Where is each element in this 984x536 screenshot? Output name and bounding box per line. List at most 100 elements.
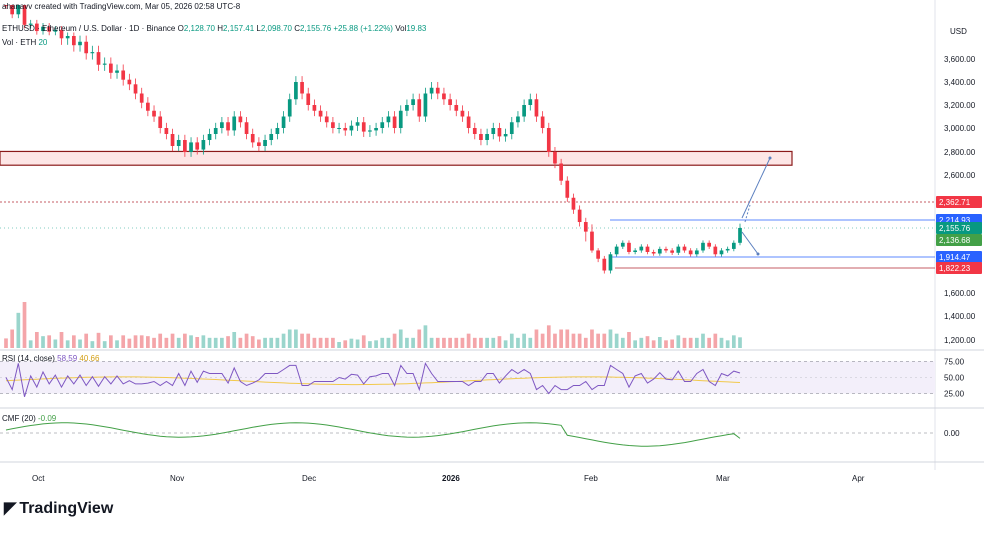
candle-body <box>670 250 675 253</box>
vol-label: Vol <box>395 24 407 33</box>
cmf-legend[interactable]: CMF (20) -0.09 <box>2 414 56 424</box>
volume-bar <box>553 333 557 348</box>
volume-bar <box>719 337 724 348</box>
candle-body <box>479 134 483 140</box>
volume-bar <box>398 329 403 348</box>
projection-dash <box>744 204 751 223</box>
volume-bar <box>250 336 255 348</box>
x-tick-label: Dec <box>302 474 316 483</box>
candle-body <box>398 110 403 128</box>
volume-bar <box>676 335 681 348</box>
volume-bar <box>164 337 169 348</box>
candle-body <box>571 197 576 210</box>
candle-body <box>306 93 311 105</box>
candle-body <box>577 209 582 223</box>
volume-bar <box>559 329 563 348</box>
volume-bar <box>213 337 218 348</box>
volume-bar <box>281 333 286 348</box>
ohlc-c-value: 2,155.76 <box>300 24 332 33</box>
price-tag-bg <box>936 222 982 234</box>
candle-body <box>516 116 520 123</box>
volume-bar <box>516 337 520 348</box>
volume-bar <box>448 337 452 348</box>
candle-body <box>220 122 224 128</box>
volume-bar <box>442 337 446 348</box>
candle-body <box>639 246 644 251</box>
volume-bar <box>472 337 477 348</box>
volume-bar <box>688 337 693 348</box>
candle-body <box>688 250 693 255</box>
volume-bar <box>238 337 243 348</box>
volume-bar <box>614 333 619 348</box>
volume-bar <box>497 336 502 348</box>
candle-body <box>713 246 718 255</box>
volume-bar <box>337 342 341 348</box>
symbol-text[interactable]: ETHUSD · Ethereum / U.S. Dollar · 1D · B… <box>2 24 176 33</box>
volume-bar <box>109 335 113 348</box>
candle-body <box>115 70 119 73</box>
y-tick-label: 3,400.00 <box>944 78 976 87</box>
volume-bar <box>361 335 366 348</box>
projection-up-arrow <box>741 157 771 219</box>
volume-bar <box>509 333 514 348</box>
candle-body <box>442 93 446 100</box>
ohlc-h-value: 2,157.41 <box>223 24 255 33</box>
resistance-zone <box>0 150 793 166</box>
candle-body <box>312 105 317 111</box>
volume-bar <box>682 337 687 348</box>
candle-body <box>176 140 181 146</box>
volume-bar <box>4 338 8 348</box>
candle-body <box>121 70 126 80</box>
volume-bar <box>84 333 89 348</box>
tradingview-logo[interactable]: ◤ TradingView <box>4 498 113 518</box>
candle-body <box>152 110 156 117</box>
candle-body <box>318 110 323 117</box>
candle-body <box>534 99 539 117</box>
candle-body <box>139 93 144 103</box>
volume-bar <box>176 337 181 348</box>
volume-bar <box>139 335 144 348</box>
volume-bar <box>565 329 570 348</box>
candle-body <box>109 63 113 73</box>
price-tag: 2,155.76 <box>939 224 971 233</box>
volume-bar <box>287 329 292 348</box>
candle-body <box>411 99 415 105</box>
candle-body <box>602 258 607 271</box>
ohlc-o-value: 2,128.70 <box>183 24 215 33</box>
volume-bar <box>189 335 193 348</box>
volume-bar <box>645 336 650 348</box>
volume-bar <box>435 337 440 348</box>
y-tick-label: 1,600.00 <box>944 289 976 298</box>
volume-bar <box>90 341 95 348</box>
candle-body <box>448 99 452 105</box>
ohlc-l-label: L <box>256 24 261 33</box>
currency-label: USD <box>950 27 967 36</box>
symbol-line: ETHUSD · Ethereum / U.S. Dollar · 1D · B… <box>2 24 426 34</box>
candle-body <box>96 52 101 65</box>
volume-bar <box>275 337 280 348</box>
volume-bar <box>368 341 372 348</box>
candle-body <box>423 93 428 117</box>
volume-bar <box>10 329 15 348</box>
volume-bar <box>725 340 730 348</box>
volume-bar <box>201 335 206 348</box>
candle-body <box>355 122 360 126</box>
y-tick-label: 3,000.00 <box>944 124 976 133</box>
candle-body <box>719 250 724 255</box>
volume-bar <box>633 340 637 348</box>
candle-body <box>34 23 39 32</box>
x-tick-label: Oct <box>32 474 45 483</box>
candle-body <box>78 41 82 46</box>
rsi-legend[interactable]: RSI (14, close) 58.59 40.66 <box>2 354 99 364</box>
x-tick-label: Apr <box>852 474 865 483</box>
candle-body <box>460 110 465 117</box>
rsi-ma-value: 40.66 <box>79 354 100 363</box>
volume-bar <box>343 340 348 348</box>
volume-bar <box>571 333 576 348</box>
x-tick-label: Feb <box>584 474 598 483</box>
candle-body <box>146 102 150 111</box>
y-tick-label: 3,600.00 <box>944 55 976 64</box>
candle-body <box>731 242 736 249</box>
